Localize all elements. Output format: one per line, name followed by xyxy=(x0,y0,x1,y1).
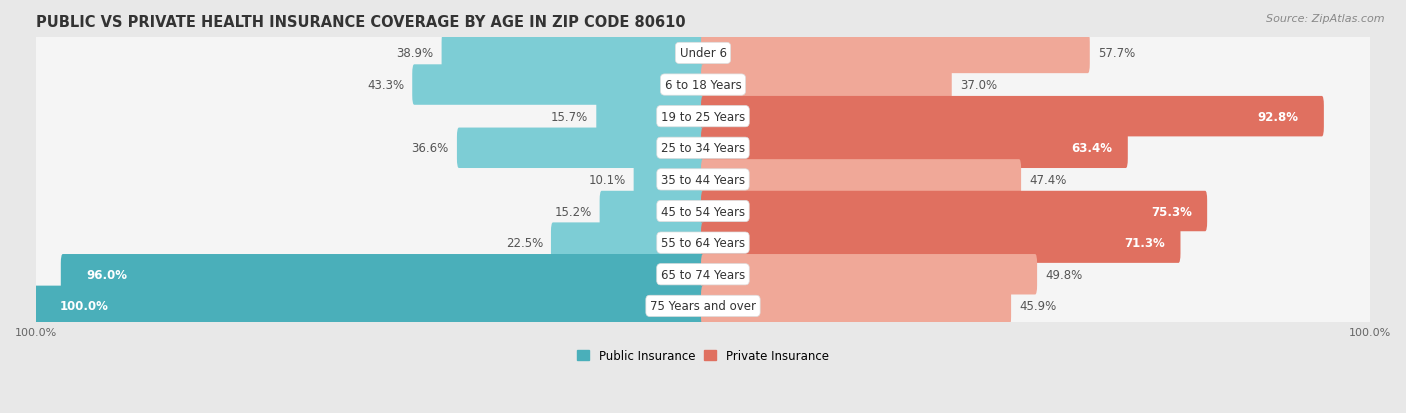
Text: 100.0%: 100.0% xyxy=(59,300,108,313)
Text: 35 to 44 Years: 35 to 44 Years xyxy=(661,173,745,186)
Text: 45 to 54 Years: 45 to 54 Years xyxy=(661,205,745,218)
FancyBboxPatch shape xyxy=(596,97,704,137)
Text: Under 6: Under 6 xyxy=(679,47,727,60)
FancyBboxPatch shape xyxy=(441,33,704,74)
FancyBboxPatch shape xyxy=(702,160,1021,200)
FancyBboxPatch shape xyxy=(34,13,1372,95)
FancyBboxPatch shape xyxy=(634,160,704,200)
FancyBboxPatch shape xyxy=(34,265,1372,347)
Text: 55 to 64 Years: 55 to 64 Years xyxy=(661,237,745,249)
FancyBboxPatch shape xyxy=(702,191,1208,232)
FancyBboxPatch shape xyxy=(34,234,1372,316)
Text: 75 Years and over: 75 Years and over xyxy=(650,300,756,313)
FancyBboxPatch shape xyxy=(702,254,1038,295)
Text: 47.4%: 47.4% xyxy=(1029,173,1067,186)
Text: Source: ZipAtlas.com: Source: ZipAtlas.com xyxy=(1267,14,1385,24)
FancyBboxPatch shape xyxy=(551,223,704,263)
FancyBboxPatch shape xyxy=(34,233,1372,316)
Text: 38.9%: 38.9% xyxy=(396,47,433,60)
Legend: Public Insurance, Private Insurance: Public Insurance, Private Insurance xyxy=(572,345,834,367)
Text: 43.3%: 43.3% xyxy=(367,79,405,92)
FancyBboxPatch shape xyxy=(412,65,704,105)
Text: 96.0%: 96.0% xyxy=(86,268,127,281)
FancyBboxPatch shape xyxy=(34,107,1372,190)
Text: 45.9%: 45.9% xyxy=(1019,300,1056,313)
FancyBboxPatch shape xyxy=(599,191,704,232)
FancyBboxPatch shape xyxy=(702,65,952,105)
Text: 15.7%: 15.7% xyxy=(551,110,588,123)
Text: 19 to 25 Years: 19 to 25 Years xyxy=(661,110,745,123)
FancyBboxPatch shape xyxy=(60,254,704,295)
Text: 63.4%: 63.4% xyxy=(1071,142,1112,155)
Text: PUBLIC VS PRIVATE HEALTH INSURANCE COVERAGE BY AGE IN ZIP CODE 80610: PUBLIC VS PRIVATE HEALTH INSURANCE COVER… xyxy=(37,15,686,30)
FancyBboxPatch shape xyxy=(34,107,1372,190)
FancyBboxPatch shape xyxy=(34,44,1372,127)
FancyBboxPatch shape xyxy=(34,265,1372,347)
Text: 37.0%: 37.0% xyxy=(960,79,997,92)
FancyBboxPatch shape xyxy=(34,76,1372,158)
Text: 25 to 34 Years: 25 to 34 Years xyxy=(661,142,745,155)
Text: 6 to 18 Years: 6 to 18 Years xyxy=(665,79,741,92)
FancyBboxPatch shape xyxy=(34,202,1372,285)
Text: 22.5%: 22.5% xyxy=(506,237,543,249)
Text: 75.3%: 75.3% xyxy=(1152,205,1192,218)
FancyBboxPatch shape xyxy=(34,44,1372,126)
FancyBboxPatch shape xyxy=(702,128,1128,169)
FancyBboxPatch shape xyxy=(702,286,1011,326)
Text: 10.1%: 10.1% xyxy=(588,173,626,186)
Text: 15.2%: 15.2% xyxy=(554,205,592,218)
FancyBboxPatch shape xyxy=(34,139,1372,221)
Text: 92.8%: 92.8% xyxy=(1257,110,1299,123)
FancyBboxPatch shape xyxy=(34,202,1372,284)
FancyBboxPatch shape xyxy=(34,139,1372,221)
FancyBboxPatch shape xyxy=(457,128,704,169)
FancyBboxPatch shape xyxy=(34,12,1372,95)
FancyBboxPatch shape xyxy=(34,286,704,326)
FancyBboxPatch shape xyxy=(702,223,1181,263)
Text: 49.8%: 49.8% xyxy=(1045,268,1083,281)
FancyBboxPatch shape xyxy=(34,76,1372,158)
Text: 36.6%: 36.6% xyxy=(412,142,449,155)
FancyBboxPatch shape xyxy=(34,170,1372,253)
Text: 65 to 74 Years: 65 to 74 Years xyxy=(661,268,745,281)
FancyBboxPatch shape xyxy=(34,171,1372,252)
Text: 71.3%: 71.3% xyxy=(1125,237,1166,249)
Text: 57.7%: 57.7% xyxy=(1098,47,1135,60)
FancyBboxPatch shape xyxy=(702,97,1324,137)
FancyBboxPatch shape xyxy=(702,33,1090,74)
